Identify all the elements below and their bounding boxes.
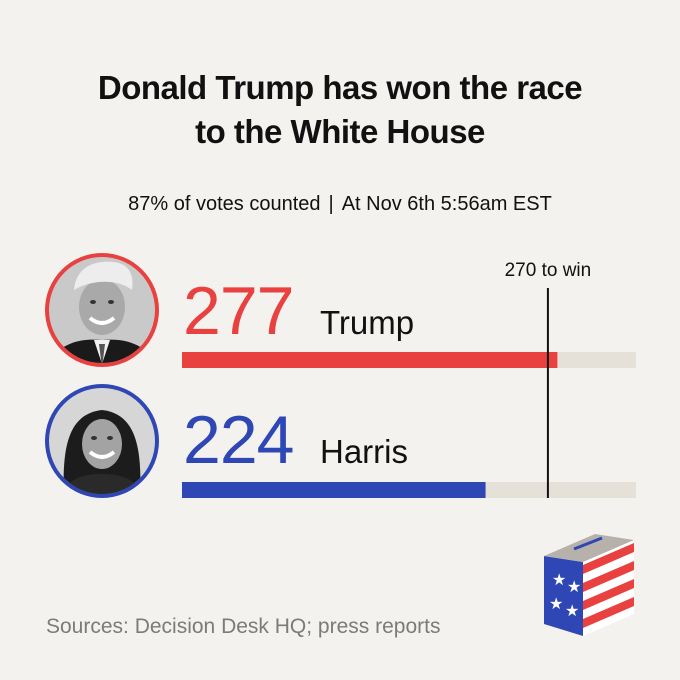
source-note: Sources: Decision Desk HQ; press reports: [46, 615, 441, 638]
title-line-2: to the White House: [195, 113, 485, 150]
value-label-harris: 224: [183, 402, 293, 478]
name-label-harris: Harris: [320, 433, 408, 470]
svg-text:★: ★: [567, 577, 581, 596]
votes-counted-text: 87% of votes counted: [128, 193, 321, 215]
chart-title: Donald Trump has won the race to the Whi…: [0, 66, 680, 154]
subtitle-separator: |: [328, 193, 334, 215]
timestamp-text: At Nov 6th 5:56am EST: [341, 193, 552, 215]
ballot-box-icon: ★ ★ ★ ★: [544, 534, 634, 636]
harris-avatar: [45, 384, 159, 498]
threshold-label: 270 to win: [505, 260, 592, 281]
chart-subtitle: 87% of votes counted | At Nov 6th 5:56am E…: [0, 190, 680, 218]
bar-trump: [182, 352, 558, 368]
value-label-trump: 277: [183, 273, 293, 349]
trump-avatar: [45, 253, 159, 367]
name-label-trump: Trump: [320, 304, 414, 341]
svg-text:★: ★: [549, 594, 563, 613]
svg-text:★: ★: [552, 570, 566, 589]
bar-harris: [182, 482, 486, 498]
svg-text:★: ★: [565, 601, 579, 620]
title-line-1: Donald Trump has won the race: [97, 69, 583, 106]
